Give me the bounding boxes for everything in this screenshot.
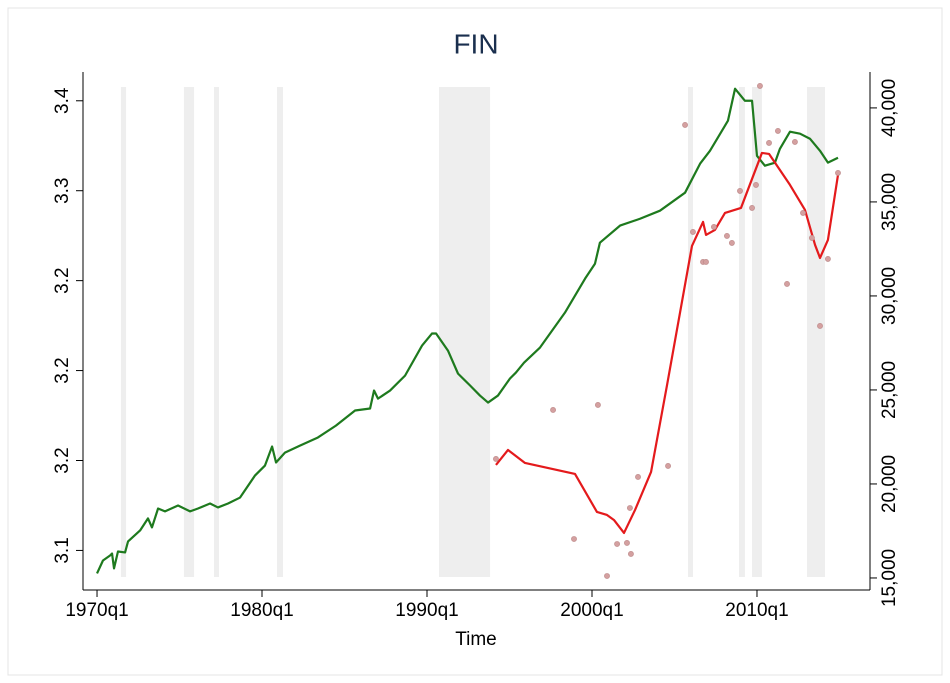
point: [690, 229, 696, 235]
y2-tick-label: 20,000: [879, 455, 900, 513]
shaded-band: [183, 87, 195, 577]
point: [627, 505, 633, 511]
point: [614, 541, 620, 547]
point: [766, 140, 772, 146]
point: [809, 235, 815, 241]
x-tick-label: 1970q1: [65, 600, 128, 621]
point: [792, 139, 798, 145]
y-tick-label: 3.2: [52, 447, 73, 473]
y2-tick-label: 15,000: [879, 549, 900, 607]
point: [775, 128, 781, 134]
y-tick-label: 3.2: [52, 267, 73, 293]
x-tick-label: 2010q1: [725, 600, 788, 621]
point: [595, 402, 601, 408]
point: [817, 323, 823, 329]
point: [749, 205, 755, 211]
shaded-band: [277, 87, 283, 577]
x-tick-label: 2000q1: [560, 600, 623, 621]
y2-tick-label: 25,000: [879, 361, 900, 419]
y2-tick-label: 35,000: [879, 173, 900, 231]
point: [703, 259, 709, 265]
point: [835, 170, 841, 176]
y2-tick-label: 30,000: [879, 267, 900, 325]
point: [628, 551, 634, 557]
point: [711, 224, 717, 230]
y2-tick-label: 40,000: [879, 79, 900, 137]
point: [724, 233, 730, 239]
point: [784, 281, 790, 287]
point: [571, 536, 577, 542]
point: [682, 122, 688, 128]
x-tick-label: 1990q1: [395, 600, 458, 621]
point: [825, 256, 831, 262]
point: [665, 463, 671, 469]
y-tick-label: 3.4: [52, 87, 73, 114]
shaded-band: [214, 87, 219, 577]
shaded-band: [120, 87, 127, 577]
y-tick-label: 3.3: [52, 177, 73, 203]
shaded-band: [752, 87, 762, 577]
x-axis-label: Time: [455, 629, 497, 650]
y-tick-label: 3.2: [52, 357, 73, 383]
point: [604, 573, 610, 579]
point: [729, 240, 735, 246]
point: [753, 182, 759, 188]
point: [493, 456, 499, 462]
point: [737, 188, 743, 194]
shaded-band: [806, 87, 825, 577]
line: [96, 87, 839, 574]
shaded-band: [439, 87, 491, 577]
point: [624, 540, 630, 546]
y-tick-label: 3.1: [52, 537, 73, 563]
point: [800, 210, 806, 216]
line: [495, 151, 840, 535]
point: [550, 407, 556, 413]
point: [635, 474, 641, 480]
point: [757, 83, 763, 89]
shaded-band: [738, 87, 745, 577]
chart-title: FIN: [453, 28, 498, 59]
shaded-band: [688, 87, 693, 577]
x-tick-label: 1980q1: [230, 600, 293, 621]
